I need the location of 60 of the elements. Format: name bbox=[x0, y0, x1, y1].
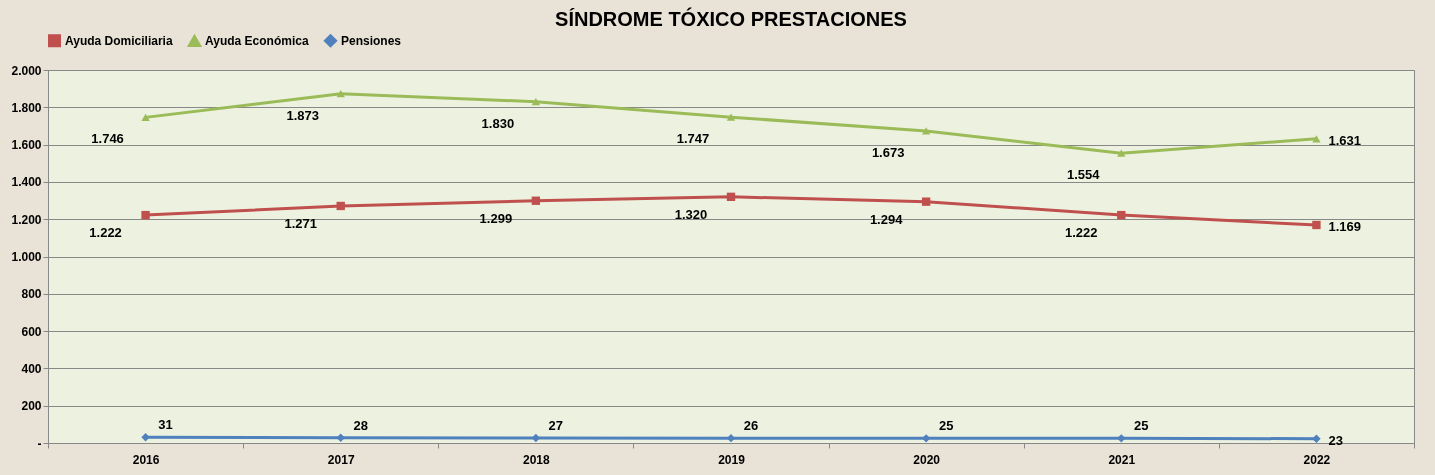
data-label: 1.222 bbox=[1065, 225, 1098, 241]
data-label: 31 bbox=[158, 417, 173, 433]
data-label: 1.631 bbox=[1328, 132, 1361, 148]
y-tick-label: 1.600 bbox=[11, 138, 42, 153]
point bbox=[1312, 434, 1321, 443]
data-label: 1.222 bbox=[89, 225, 122, 241]
point bbox=[141, 433, 150, 442]
y-tick-label: 1.400 bbox=[11, 175, 42, 190]
y-tick-label: 800 bbox=[21, 287, 42, 302]
point bbox=[141, 113, 150, 121]
point bbox=[336, 90, 345, 98]
y-tick-label: 400 bbox=[21, 361, 42, 376]
y-tick-label: 1.000 bbox=[11, 250, 42, 264]
legend-label: Ayuda Domiciliaria bbox=[65, 33, 173, 48]
x-tick-label: 2021 bbox=[1108, 452, 1136, 467]
data-label: 1.830 bbox=[481, 115, 515, 131]
y-tick-label: 2.000 bbox=[11, 63, 42, 78]
x-tick-label: 2018 bbox=[523, 452, 551, 467]
legend-label: Ayuda Económica bbox=[205, 34, 309, 49]
data-label: 1.673 bbox=[871, 144, 905, 160]
point bbox=[921, 197, 931, 206]
point bbox=[531, 196, 541, 205]
x-tick-label: 2017 bbox=[327, 452, 355, 467]
y-tick-label: 1.800 bbox=[11, 100, 42, 115]
data-label: 25 bbox=[1134, 418, 1149, 434]
y-tick-label: 200 bbox=[21, 399, 42, 414]
data-label: 1.747 bbox=[676, 131, 710, 147]
x-tick-label: 2022 bbox=[1303, 452, 1331, 467]
data-label: 25 bbox=[938, 418, 954, 434]
data-label: 1.271 bbox=[284, 215, 317, 231]
x-tick-label: 2016 bbox=[132, 452, 160, 467]
point bbox=[726, 192, 736, 201]
point bbox=[921, 127, 931, 135]
point bbox=[1312, 220, 1321, 230]
data-label: 1.169 bbox=[1328, 218, 1361, 234]
point bbox=[726, 113, 736, 121]
legend-label: Pensiones bbox=[341, 33, 402, 48]
data-label: 28 bbox=[353, 417, 368, 433]
data-label: 1.294 bbox=[869, 211, 904, 227]
point bbox=[141, 210, 150, 220]
data-label: 26 bbox=[743, 418, 759, 434]
point bbox=[531, 98, 541, 106]
x-tick-label: 2019 bbox=[718, 452, 746, 467]
point bbox=[1117, 149, 1126, 157]
x-tick-label: 2020 bbox=[913, 452, 941, 467]
chart-title: SÍNDROME TÓXICO PRESTACIONES bbox=[555, 7, 907, 30]
point bbox=[336, 201, 345, 211]
y-tick-label: 1.200 bbox=[11, 212, 42, 227]
point bbox=[1117, 210, 1126, 220]
y-tick-label: - bbox=[37, 436, 42, 451]
data-label: 23 bbox=[1328, 432, 1343, 448]
data-label: 27 bbox=[548, 417, 564, 433]
data-label: 1.299 bbox=[479, 210, 513, 226]
data-label: 1.554 bbox=[1067, 167, 1101, 183]
point bbox=[1117, 434, 1126, 443]
data-label: 1.746 bbox=[91, 131, 124, 147]
y-tick-label: 600 bbox=[21, 324, 42, 339]
data-label: 1.320 bbox=[674, 206, 708, 222]
point bbox=[336, 433, 345, 442]
data-label: 1.873 bbox=[286, 107, 319, 123]
